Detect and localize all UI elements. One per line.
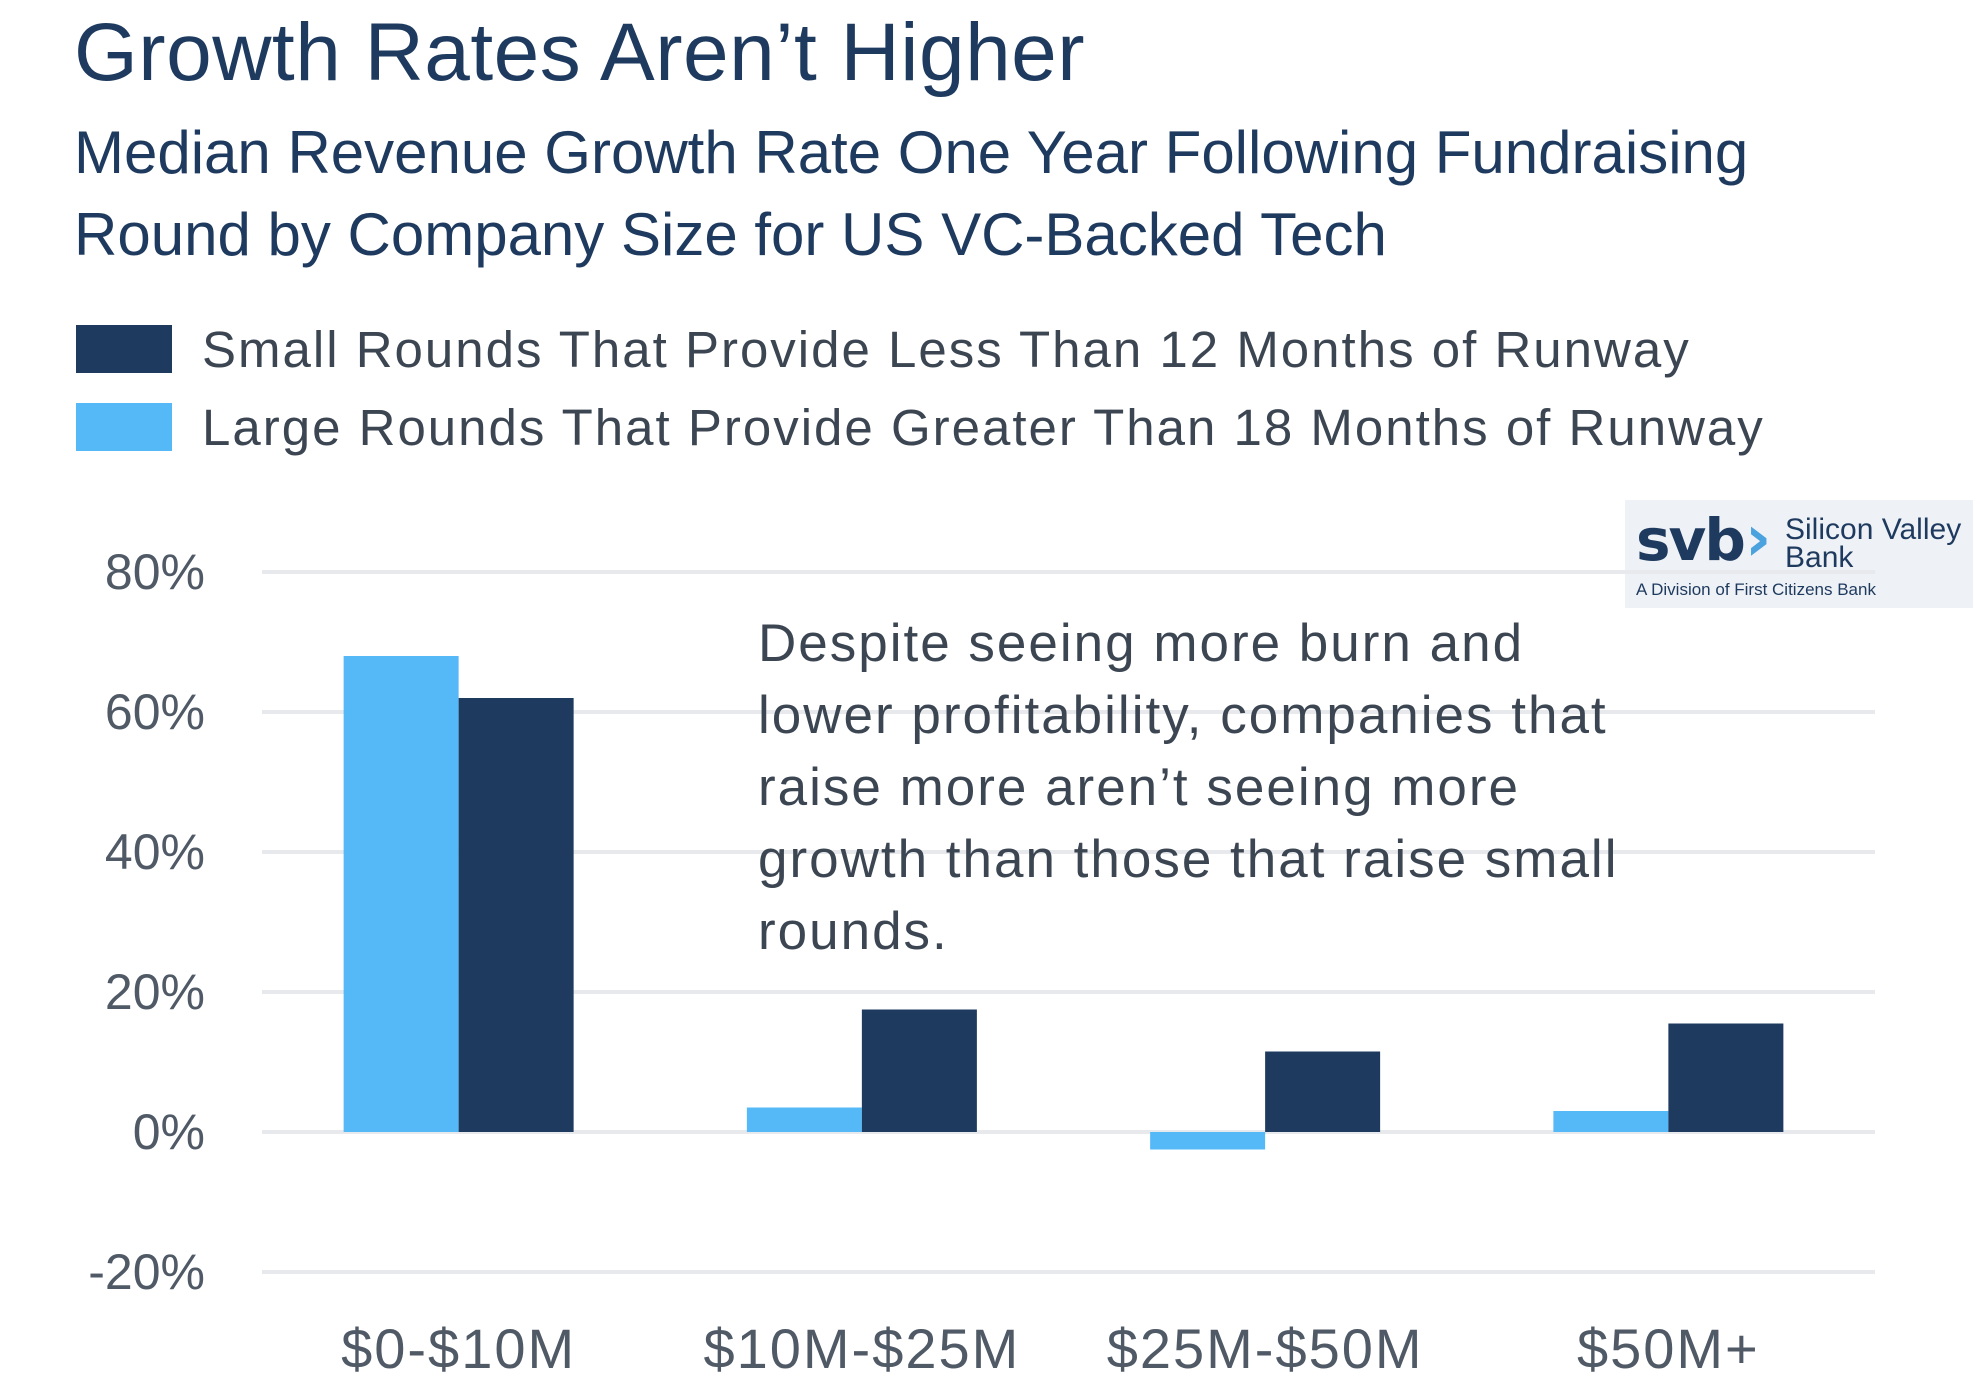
legend-swatch-large-rounds (76, 403, 172, 451)
chevron-right-icon: › (1745, 502, 1772, 576)
y-tick-label: -20% (88, 1244, 205, 1300)
y-axis-labels: 80% 60% 40% 20% 0% -20% (88, 544, 205, 1300)
bar-large-rounds (1553, 1111, 1669, 1132)
legend-item-small-rounds: Small Rounds That Provide Less Than 12 M… (76, 310, 1765, 388)
bar-large-rounds (746, 1107, 862, 1132)
y-tick-label: 80% (105, 544, 205, 600)
legend-label-small-rounds: Small Rounds That Provide Less Than 12 M… (202, 320, 1691, 378)
svb-logo: svb › Silicon Valley Bank A Division of … (1625, 500, 1973, 608)
bar-small-rounds (458, 698, 574, 1132)
chart-subtitle: Median Revenue Growth Rate One Year Foll… (74, 119, 1749, 268)
chart-title: Growth Rates Aren’t Higher (74, 7, 1086, 98)
x-tick-label: $10M-$25M (703, 1317, 1020, 1380)
legend: Small Rounds That Provide Less Than 12 M… (76, 310, 1765, 466)
annotation-text: Despite seeing more burn and lower profi… (758, 614, 1619, 961)
y-tick-label: 0% (133, 1104, 205, 1160)
bar-small-rounds (1265, 1051, 1381, 1132)
bar-small-rounds (1668, 1023, 1784, 1132)
logo-mark: svb (1636, 506, 1746, 574)
bar-small-rounds (861, 1009, 977, 1132)
bar-large-rounds (1150, 1132, 1266, 1150)
logo-subtitle: A Division of First Citizens Bank (1636, 580, 1876, 599)
x-tick-label: $50M+ (1577, 1317, 1760, 1380)
y-tick-label: 20% (105, 964, 205, 1020)
legend-swatch-small-rounds (76, 325, 172, 373)
x-axis-labels: $0-$10M $10M-$25M $25M-$50M $50M+ (341, 1317, 1760, 1380)
legend-item-large-rounds: Large Rounds That Provide Greater Than 1… (76, 388, 1765, 466)
y-tick-label: 60% (105, 684, 205, 740)
bar-large-rounds (343, 656, 459, 1132)
y-tick-label: 40% (105, 824, 205, 880)
bars (343, 656, 1784, 1150)
x-tick-label: $25M-$50M (1107, 1317, 1424, 1380)
legend-label-large-rounds: Large Rounds That Provide Greater Than 1… (202, 398, 1765, 456)
logo-name: Silicon Valley Bank (1785, 513, 1962, 574)
x-tick-label: $0-$10M (341, 1317, 576, 1380)
